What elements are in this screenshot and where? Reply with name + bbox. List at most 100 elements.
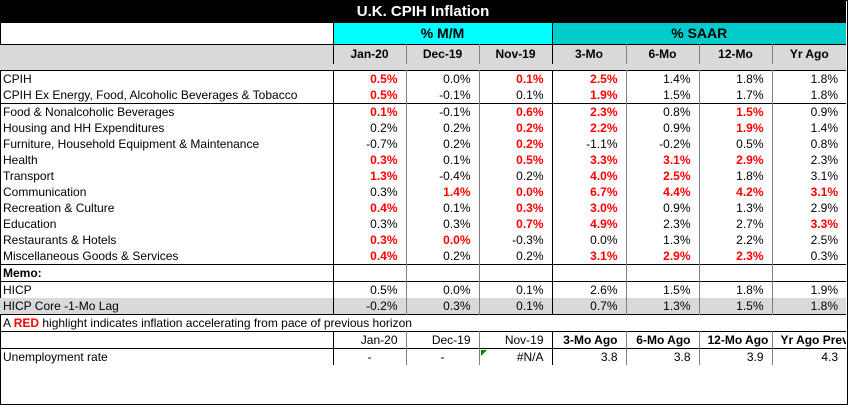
unemployment-column-header: Nov-19 <box>478 331 552 349</box>
value-cell: 2.7% <box>698 216 772 232</box>
value-cell: 0.2% <box>478 136 552 152</box>
table-row: CPIH 0.5% 0.0% 0.1% 2.5% 1.4% 1.8% 1.8% <box>0 70 847 87</box>
row-label: Education <box>3 217 57 231</box>
unemployment-row: Unemployment rate - - #N/A 3.8 3.8 3.9 4.3 <box>0 348 847 365</box>
row-label: Communication <box>3 185 87 199</box>
row-label: Recreation & Culture <box>3 201 115 215</box>
value-cell: -1.1% <box>551 136 626 152</box>
value-cell: #N/A <box>478 348 552 365</box>
value-cell: 6.7% <box>551 184 626 200</box>
value-cell: 0.2% <box>332 120 406 136</box>
value-cell: 3.9 <box>698 348 772 365</box>
row-label: CPIH <box>3 72 32 86</box>
row-label: Health <box>3 153 38 167</box>
value-cell: 1.4% <box>771 120 847 136</box>
value-cell: 1.4% <box>405 184 479 200</box>
value-cell: 4.0% <box>551 168 626 184</box>
value-cell: 0.1% <box>478 87 552 104</box>
value-cell: -0.2% <box>625 136 699 152</box>
row-label: Furniture, Household Equipment & Mainten… <box>3 137 260 151</box>
empty-cell <box>551 264 626 282</box>
value-cell: -0.3% <box>478 232 552 248</box>
value-cell: 0.9% <box>625 120 699 136</box>
empty-cell <box>478 264 552 282</box>
value-cell: - <box>332 348 406 365</box>
empty-cell <box>625 264 699 282</box>
row-label: CPIH Ex Energy, Food, Alcoholic Beverage… <box>3 88 298 102</box>
value-cell: 1.7% <box>698 87 772 104</box>
unemployment-column-header: Jan-20 <box>332 331 406 349</box>
header-spacer <box>0 64 847 71</box>
value-cell: 0.8% <box>625 103 699 120</box>
row-label: Restaurants & Hotels <box>3 233 117 247</box>
table-row: Housing and HH Expenditures 0.2% 0.2% 0.2% 2… <box>0 120 847 136</box>
column-header: Yr Ago <box>771 44 847 64</box>
value-cell: 1.8% <box>771 87 847 104</box>
value-cell: 1.5% <box>698 103 772 120</box>
row-label: HICP Core -1-Mo Lag <box>0 298 333 315</box>
value-cell: 2.3% <box>698 248 772 265</box>
value-cell: 1.9% <box>698 120 772 136</box>
value-cell: 4.4% <box>625 184 699 200</box>
table-row: Miscellaneous Goods & Services 0.4% 0.2% 0.… <box>0 248 847 265</box>
value-cell: 0.0% <box>405 232 479 248</box>
empty-cell <box>698 264 772 282</box>
value-cell: 0.2% <box>478 248 552 265</box>
column-header: 3-Mo <box>551 44 626 64</box>
value-cell: 0.3% <box>332 184 406 200</box>
column-header: 12-Mo <box>698 44 772 64</box>
value-cell: 1.3% <box>698 200 772 216</box>
value-cell: 0.9% <box>625 200 699 216</box>
value-cell: 0.3% <box>332 232 406 248</box>
value-cell: 2.6% <box>551 281 626 298</box>
value-cell: 3.3% <box>551 152 626 168</box>
value-cell: 0.1% <box>478 298 552 315</box>
value-cell: -0.2% <box>332 298 406 315</box>
row-label: HICP <box>3 283 32 297</box>
value-cell: 0.2% <box>478 120 552 136</box>
value-cell: 0.5% <box>332 70 406 87</box>
value-cell: 4.9% <box>551 216 626 232</box>
value-cell: -0.4% <box>405 168 479 184</box>
table-row: Recreation & Culture 0.4% 0.1% 0.3% 3.0% 0.9%… <box>0 200 847 216</box>
value-cell: 0.1% <box>478 281 552 298</box>
value-cell: 1.8% <box>698 281 772 298</box>
value-cell: 0.5% <box>478 152 552 168</box>
value-cell: - <box>405 348 479 365</box>
value-cell: 0.9% <box>771 103 847 120</box>
value-cell: 0.0% <box>405 70 479 87</box>
value-cell: 0.3% <box>332 152 406 168</box>
value-cell: 1.3% <box>332 168 406 184</box>
value-cell: 3.8 <box>551 348 626 365</box>
unemployment-column-header: 6-Mo Ago <box>625 331 699 349</box>
column-header: Dec-19 <box>405 44 479 64</box>
empty-cell <box>405 264 479 282</box>
table-row: Restaurants & Hotels 0.3% 0.0% -0.3% 0.0% 1.3… <box>0 232 847 248</box>
unemployment-column-header: Yr Ago Prev <box>771 331 847 349</box>
value-cell: 1.9% <box>551 87 626 104</box>
value-cell: 0.0% <box>478 184 552 200</box>
footnote-suffix: highlight indicates inflation accelerati… <box>39 316 412 330</box>
empty-cell <box>332 264 406 282</box>
table-row: Health 0.3% 0.1% 0.5% 3.3% 3.1% 2.9% 2.3% <box>0 152 847 168</box>
cpih-table: % M/M % SAAR Jan-20 Dec-19 Nov-19 3-Mo 6-Mo 1… <box>0 23 847 365</box>
value-cell: 2.3% <box>551 103 626 120</box>
value-cell: 2.9% <box>771 200 847 216</box>
table-row: HICP 0.5% 0.0% 0.1% 2.6% 1.5% 1.8% 1.9% <box>0 281 847 298</box>
value-cell: -0.7% <box>332 136 406 152</box>
value-cell: 0.4% <box>332 248 406 265</box>
value-cell: 3.1% <box>771 168 847 184</box>
value-cell: 4.2% <box>698 184 772 200</box>
table-row: Communication 0.3% 1.4% 0.0% 6.7% 4.4% 4.2% 3.1… <box>0 184 847 200</box>
value-cell: 2.9% <box>698 152 772 168</box>
value-cell: 0.7% <box>478 216 552 232</box>
value-cell: 0.3% <box>478 200 552 216</box>
footnote: A RED highlight indicates inflation acce… <box>0 315 846 332</box>
value-cell: 3.1% <box>625 152 699 168</box>
unemployment-header-row: Jan-20 Dec-19 Nov-19 3-Mo Ago 6-Mo Ago 12-Mo … <box>0 331 847 349</box>
row-label: Unemployment rate <box>3 350 108 364</box>
unemployment-column-header: 12-Mo Ago <box>698 331 772 349</box>
table-row: CPIH Ex Energy, Food, Alcoholic Beverage… <box>0 87 847 104</box>
memo-row: Memo: <box>0 264 847 282</box>
value-cell: 1.5% <box>625 87 699 104</box>
